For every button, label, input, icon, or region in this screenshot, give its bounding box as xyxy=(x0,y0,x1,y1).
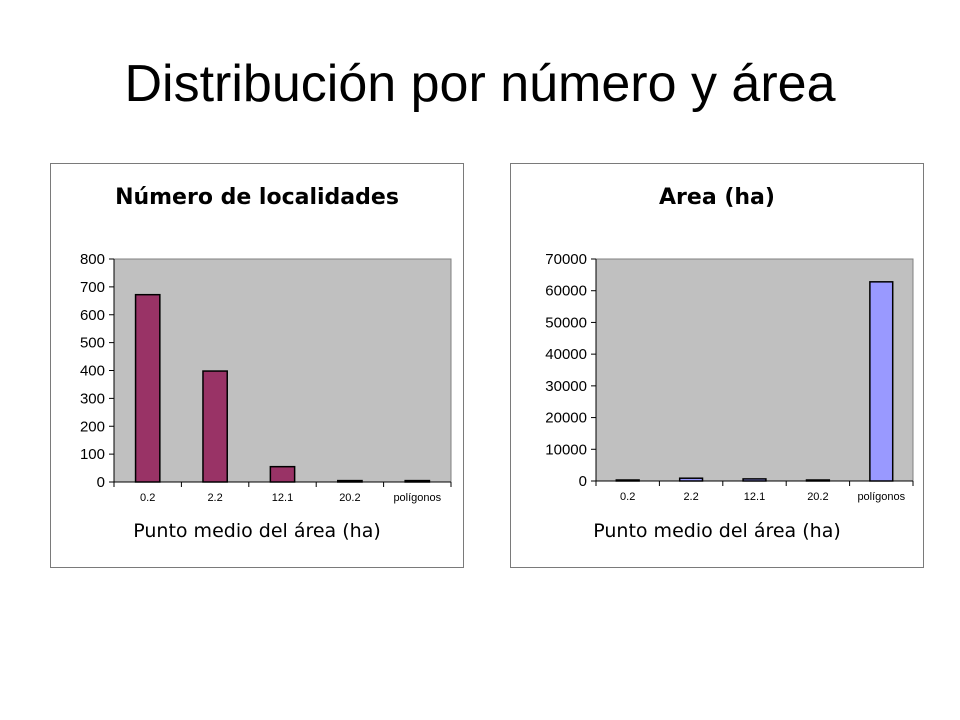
bar xyxy=(742,478,767,482)
y-tick-label: 800 xyxy=(80,251,105,268)
slide-title: Distribución por número y área xyxy=(124,55,836,113)
chart-area-ha: Area (ha) 0 10000 20000 30000 40000 50000 6000… xyxy=(510,163,924,568)
chart-plot: 0 100 200 300 400 500 600 700 800 0.2 2.2 12.1 20.2 p… xyxy=(80,251,452,504)
y-tick-label: 50000 xyxy=(545,314,587,331)
bar xyxy=(134,293,161,483)
chart-number-of-localities: Número de localidades 0 100 200 300 400 500 60… xyxy=(50,163,464,568)
chart-plot: 0 10000 20000 30000 40000 50000 60000 70000 0.2 2… xyxy=(545,251,914,503)
bar xyxy=(202,370,228,483)
x-tick-label: 20.2 xyxy=(807,491,828,503)
chart-title: Area (ha) xyxy=(659,185,775,210)
y-tick-label: 20000 xyxy=(545,410,587,427)
chart-title: Número de localidades xyxy=(115,185,399,210)
y-tick-label: 0 xyxy=(579,473,587,490)
y-tick-label: 500 xyxy=(80,335,105,352)
y-tick-label: 30000 xyxy=(545,378,587,395)
y-tick-label: 200 xyxy=(80,418,105,435)
bar xyxy=(805,479,831,482)
y-tick-label: 600 xyxy=(80,307,105,324)
bar xyxy=(678,477,704,482)
bar xyxy=(869,281,894,482)
y-tick-label: 40000 xyxy=(545,346,587,363)
y-tick-label: 60000 xyxy=(545,283,587,300)
x-tick-label: 2.2 xyxy=(207,492,222,504)
x-tick-label: 2.2 xyxy=(683,491,698,503)
y-tick-label: 700 xyxy=(80,279,105,296)
y-tick-label: 10000 xyxy=(545,441,587,458)
plot-area xyxy=(595,258,914,482)
plot-area xyxy=(113,258,452,483)
x-tick-label: polígonos xyxy=(393,492,441,504)
y-tick-label: 70000 xyxy=(545,251,587,268)
bar xyxy=(269,465,296,483)
x-axis-label: Punto medio del área (ha) xyxy=(133,520,381,542)
x-tick-label: polígonos xyxy=(857,491,905,503)
x-tick-label: 0.2 xyxy=(620,491,635,503)
bar xyxy=(404,479,431,483)
x-tick-label: 20.2 xyxy=(339,492,360,504)
x-axis-label: Punto medio del área (ha) xyxy=(593,520,841,542)
y-tick-label: 100 xyxy=(80,446,105,463)
x-tick-label: 12.1 xyxy=(744,491,765,503)
bar xyxy=(337,479,363,483)
y-tick-label: 400 xyxy=(80,363,105,380)
y-tick-label: 0 xyxy=(97,474,105,491)
y-tick-label: 300 xyxy=(80,390,105,407)
x-tick-label: 12.1 xyxy=(272,492,293,504)
x-tick-label: 0.2 xyxy=(140,492,155,504)
bar xyxy=(615,479,640,482)
